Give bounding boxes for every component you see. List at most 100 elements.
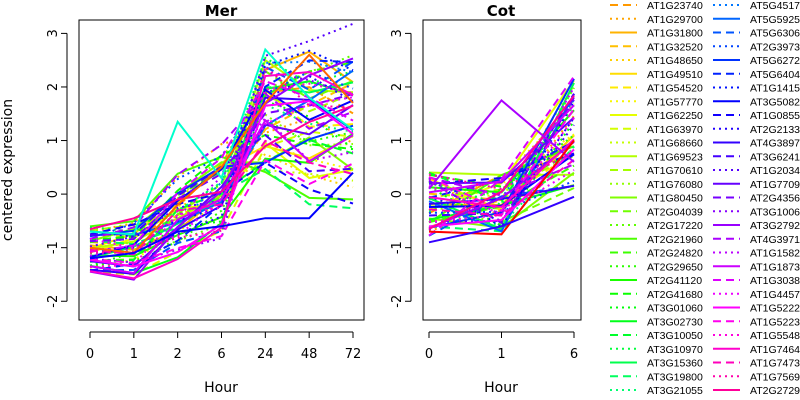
legend-entry: AT3G15360 (610, 358, 703, 370)
series-line-AT1G1415 (89, 49, 354, 238)
x-tick-label: 72 (345, 347, 362, 362)
panel-mer: Mer -2 -1 0 1 2 3 0 1 2 6 24 48 72 Hour centered ex… (0, 2, 365, 396)
legend-entry: AT4G3897 (713, 138, 800, 150)
legend-label: AT3G2792 (750, 220, 800, 232)
legend-label: AT1G5548 (750, 330, 800, 342)
legend-entry: AT3G2792 (713, 220, 800, 232)
legend-entry: AT1G7569 (713, 371, 800, 383)
legend-entry: AT1G48650 (610, 55, 703, 67)
legend-label: AT1G7709 (750, 179, 800, 191)
series-line-AT1G7473 (428, 159, 575, 217)
legend-entry: AT3G19800 (610, 371, 703, 383)
y-tick-label: 3 (390, 29, 405, 37)
legend-label: AT2G2729 (750, 385, 800, 397)
series-line-AT1G7464 (89, 70, 354, 280)
y-tick-label: -2 (390, 295, 405, 308)
legend-entry: AT2G2729 (713, 385, 800, 397)
legend-label: AT2G21960 (647, 234, 703, 246)
legend-label: AT5G4517 (750, 0, 800, 12)
y-tick-label: 1 (390, 136, 405, 144)
series-line-AT1G1873 (89, 118, 354, 275)
series-line-AT4G3971 (89, 92, 354, 240)
y-axis-cot: -2 -1 0 1 2 3 (390, 29, 412, 308)
legend-entry: AT2G24820 (610, 248, 703, 260)
series-line-AT1G57770 (428, 133, 575, 207)
legend-label: AT5G6404 (750, 69, 800, 81)
legend-label: AT3G01060 (647, 303, 703, 315)
legend-entry: AT1G23740 (610, 0, 703, 12)
x-axis-title-cot: Hour (484, 380, 518, 396)
legend-entry: AT1G63970 (610, 124, 703, 136)
series-line-AT1G7464 (428, 138, 575, 209)
legend-label: AT3G6241 (750, 151, 800, 163)
legend-label: AT3G10050 (647, 330, 703, 342)
legend-label: AT3G19800 (647, 371, 703, 383)
series-line-AT2G4356 (89, 93, 354, 243)
legend-label: AT2G04039 (647, 206, 703, 218)
x-tick-label: 1 (130, 347, 138, 362)
legend-entry: AT1G54520 (610, 83, 703, 95)
legend-entry: AT2G2133 (713, 124, 800, 136)
legend-entry: AT1G29700 (610, 14, 703, 26)
series-line-AT3G10970 (89, 56, 354, 233)
legend-label: AT1G23740 (647, 0, 703, 12)
legend-entry: AT5G6272 (713, 55, 800, 67)
series-line-AT5G6306 (89, 60, 354, 272)
x-axis-mer: 0 1 2 6 24 48 72 (86, 331, 362, 362)
series-line-mer_cyan_peak (89, 47, 354, 236)
x-tick-label: 0 (86, 347, 94, 362)
legend-label: AT1G54520 (647, 83, 703, 95)
series-line-AT5G4517 (89, 60, 354, 253)
series-line-AT2G2133 (428, 117, 575, 222)
legend-entry: AT1G7709 (713, 179, 800, 191)
series-line-AT2G2133 (89, 74, 354, 251)
legend-entry: AT5G6404 (713, 69, 800, 81)
x-tick-label: 24 (257, 347, 274, 362)
legend-entry: AT1G0855 (713, 110, 800, 122)
plot-frame-mer (78, 19, 365, 321)
legend-label: AT1G1415 (750, 83, 800, 95)
legend-entry: AT1G5548 (713, 330, 800, 342)
y-tick-label: -2 (46, 295, 61, 308)
legend-label: AT1G4457 (750, 289, 800, 301)
legend-entry: AT1G1415 (713, 83, 800, 95)
legend-label: AT3G5082 (750, 96, 800, 108)
legend-entry: AT1G70610 (610, 165, 703, 177)
legend-entry: AT3G01060 (610, 303, 703, 315)
legend-entry: AT1G31800 (610, 28, 703, 40)
panel-cot: Cot -2 -1 0 1 2 3 0 1 6 Hour (390, 2, 582, 396)
legend-label: AT2G24820 (647, 248, 703, 260)
legend-entry: AT1G80450 (610, 193, 703, 205)
legend-entry: AT1G1582 (713, 248, 800, 260)
cot-series-lines (428, 75, 575, 244)
legend-label: AT1G70610 (647, 165, 703, 177)
legend-entry: AT2G17220 (610, 220, 703, 232)
legend-entry: AT1G49510 (610, 69, 703, 81)
legend-label: AT2G4356 (750, 193, 800, 205)
legend-label: AT5G6306 (750, 28, 800, 40)
series-line-AT1G5223 (428, 108, 575, 212)
x-axis-cot: 0 1 6 (425, 331, 578, 362)
legend-entry: AT1G76080 (610, 179, 703, 191)
series-line-AT1G7709 (428, 116, 575, 185)
legend-label: AT1G1873 (750, 261, 800, 273)
y-axis-mer: -2 -1 0 1 2 3 (46, 29, 68, 308)
legend-entry: AT1G5222 (713, 303, 800, 315)
legend-label: AT1G5222 (750, 303, 800, 315)
legend-label: AT1G7569 (750, 371, 800, 383)
legend-entry: AT1G2034 (713, 165, 800, 177)
legend-entry: AT3G1006 (713, 206, 800, 218)
legend-entry: AT1G69523 (610, 151, 703, 163)
series-line-mer_blue_flat (89, 172, 354, 260)
y-tick-label: 3 (46, 29, 61, 37)
legend-entry: AT2G04039 (610, 206, 703, 218)
legend-entry: AT5G5925 (713, 14, 800, 26)
legend-entry: AT5G6306 (713, 28, 800, 40)
legend-entry: AT1G5223 (713, 316, 800, 328)
legend-label: AT1G31800 (647, 28, 703, 40)
series-line-AT1G0855 (89, 161, 354, 236)
series-line-cot_blue_low (428, 195, 575, 244)
legend-entry: AT1G68660 (610, 138, 703, 150)
